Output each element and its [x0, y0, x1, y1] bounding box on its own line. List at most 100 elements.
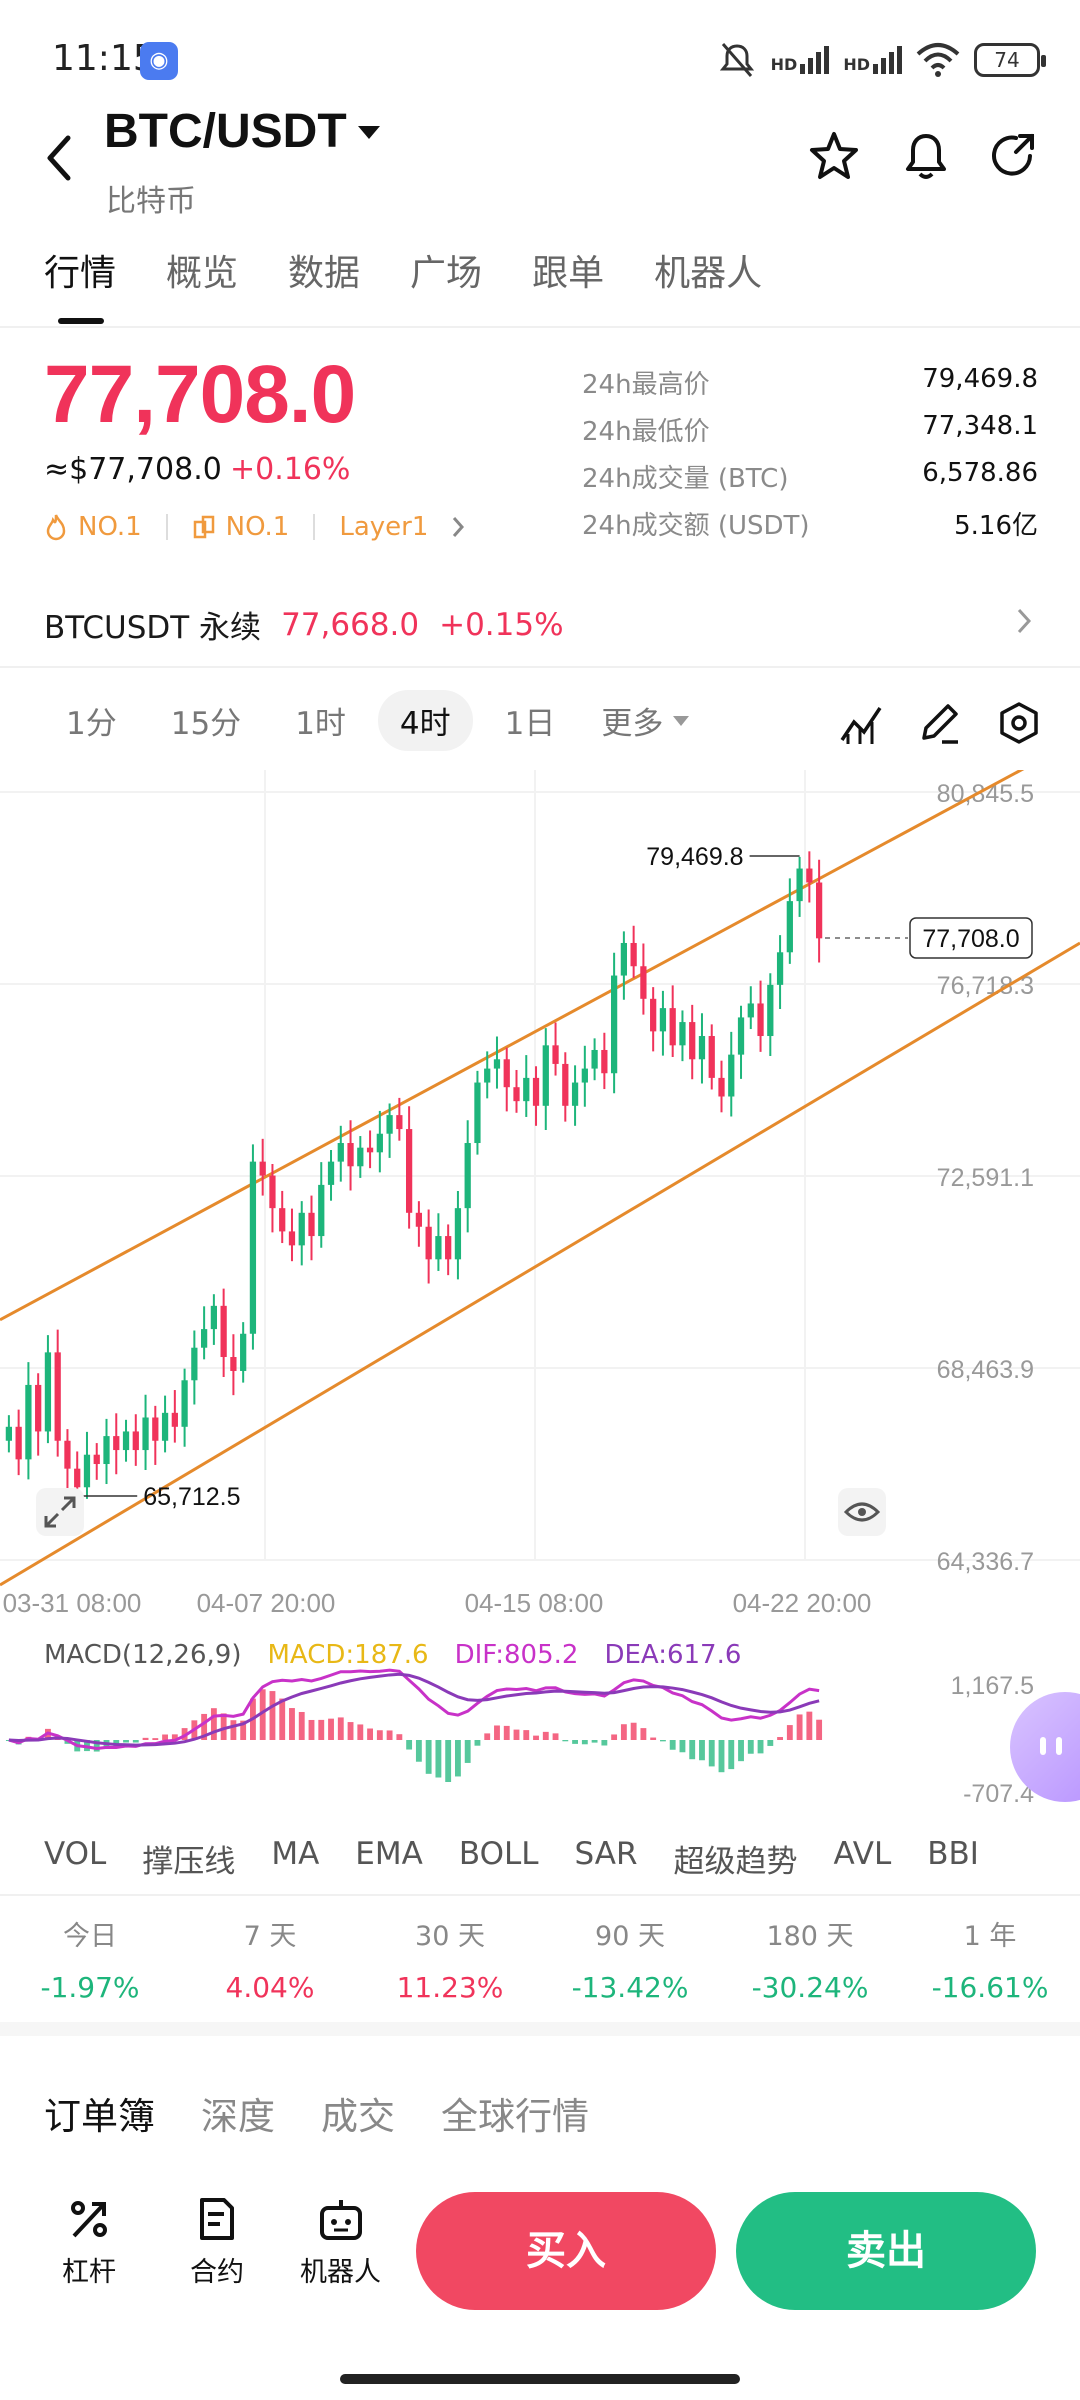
macd-hist-bar	[679, 1740, 686, 1753]
channel-upper-line	[0, 770, 1025, 1322]
candle-body	[415, 1212, 423, 1227]
buy-button[interactable]: 买入	[416, 2192, 716, 2310]
macd-hist-bar	[464, 1740, 471, 1763]
candle-body	[659, 1008, 667, 1032]
macd-hist-bar	[572, 1740, 578, 1744]
perf-7d: 7 天 4.04%	[225, 1921, 315, 2004]
ind-boll[interactable]: BOLL	[458, 1836, 539, 1872]
tab-data[interactable]: 数据	[288, 253, 361, 294]
perpetual-row[interactable]: BTCUSDT 永续 77,668.0 +0.15%	[44, 602, 564, 647]
stats-panel: 24h最高价 79,469.8 24h最低价 77,348.1 24h成交量 (BT…	[582, 364, 1038, 552]
last-price: 77,708.0	[44, 349, 356, 440]
ind-bbi[interactable]: BBI	[927, 1836, 979, 1872]
candle-body	[474, 1082, 481, 1144]
order-tabs: 订单簿 深度 成交 全球行情	[44, 2086, 635, 2140]
macd-hist-bar	[503, 1725, 510, 1740]
macd-hist-bar	[220, 1713, 227, 1740]
ind-ma[interactable]: MA	[271, 1836, 320, 1872]
interval-4h[interactable]: 4时	[377, 690, 473, 751]
ind-sar[interactable]: SAR	[574, 1836, 638, 1872]
star-icon[interactable]	[806, 128, 862, 184]
pair-dropdown-icon[interactable]	[358, 126, 380, 139]
tab-global-market[interactable]: 全球行情	[441, 2095, 589, 2138]
macd-y-top: 1,167.5	[951, 1672, 1034, 1700]
ind-support-resistance[interactable]: 撑压线	[142, 1844, 236, 1880]
share-icon[interactable]	[986, 128, 1042, 184]
macd-hist-bar	[132, 1740, 139, 1743]
active-tab-indicator	[58, 318, 104, 324]
candle-body	[279, 1208, 286, 1232]
indicator-icon[interactable]	[838, 700, 884, 746]
candle-body	[240, 1333, 247, 1371]
tab-trades[interactable]: 成交	[321, 2095, 395, 2138]
interval-1d[interactable]: 1日	[504, 706, 556, 742]
perp-price: 77,668.0	[281, 606, 420, 643]
tag-category-rank: NO.1	[225, 512, 290, 542]
perf-180d: 180 天 -30.24%	[751, 1921, 869, 2004]
candle-body	[718, 1077, 725, 1097]
bell-icon[interactable]	[898, 128, 954, 184]
x-tick-label: 04-15 08:00	[465, 1588, 604, 1618]
dea-value: DEA:617.6	[604, 1640, 742, 1670]
draw-pen-icon[interactable]	[916, 700, 962, 746]
interval-1h[interactable]: 1时	[295, 706, 346, 742]
candle-body	[737, 1017, 745, 1055]
ind-ema[interactable]: EMA	[355, 1836, 423, 1872]
macd-hist-bar	[660, 1740, 666, 1742]
tab-copy-trade[interactable]: 跟单	[532, 253, 605, 294]
stat-low-label: 24h最低价	[582, 417, 710, 447]
candle-body	[298, 1212, 305, 1246]
macd-hist-bar	[201, 1713, 208, 1740]
candle-body	[435, 1236, 442, 1260]
tab-orderbook[interactable]: 订单簿	[44, 2095, 155, 2138]
pair-title[interactable]: BTC/USDT	[104, 105, 347, 158]
settings-icon[interactable]	[996, 700, 1042, 746]
contract-button[interactable]: 合约	[190, 2196, 244, 2289]
candle-body	[620, 942, 628, 976]
perp-label: BTCUSDT 永续	[44, 610, 262, 646]
interval-15m[interactable]: 15分	[170, 706, 242, 742]
expand-button[interactable]	[36, 1488, 84, 1536]
tab-bot[interactable]: 机器人	[654, 253, 763, 294]
candle-body	[171, 1412, 178, 1427]
macd-hist-bar	[240, 1720, 247, 1740]
tab-square[interactable]: 广场	[410, 253, 483, 294]
macd-hist-bar	[328, 1718, 334, 1740]
y-tick-label: 68,463.9	[937, 1356, 1034, 1384]
macd-hist-bar	[513, 1729, 520, 1740]
macd-chart[interactable]: 1,167.5 -707.4	[0, 1630, 1080, 1810]
candle-body	[122, 1431, 130, 1451]
macd-hist-bar	[816, 1719, 823, 1740]
candle-body	[679, 1022, 686, 1046]
perf-1y: 1 年 -16.61%	[931, 1921, 1049, 2004]
candle-body	[5, 1426, 13, 1441]
ind-avl[interactable]: AVL	[833, 1836, 892, 1872]
tab-depth[interactable]: 深度	[201, 2095, 275, 2138]
tab-overview[interactable]: 概览	[166, 253, 239, 294]
macd-hist-bar	[484, 1733, 491, 1740]
candle-body	[542, 1045, 549, 1106]
ind-vol[interactable]: VOL	[44, 1836, 107, 1872]
interval-1m[interactable]: 1分	[66, 706, 117, 742]
macd-hist-bar	[601, 1740, 608, 1746]
macd-hist-bar	[259, 1689, 266, 1740]
candle-body	[54, 1352, 61, 1441]
macd-title: MACD(12,26,9)	[44, 1640, 242, 1670]
leverage-button[interactable]: 杠杆	[62, 2196, 116, 2289]
signal-1: HD	[771, 46, 830, 74]
candle-body	[337, 1143, 344, 1162]
back-arrow-icon[interactable]	[40, 128, 80, 188]
tab-market[interactable]: 行情	[44, 253, 117, 294]
home-indicator[interactable]	[340, 2374, 740, 2384]
macd-hist-bar	[347, 1722, 354, 1740]
rank-tags[interactable]: NO.1 NO.1 Layer1	[44, 512, 468, 542]
interval-more[interactable]: 更多	[601, 698, 690, 743]
robot-button[interactable]: 机器人	[300, 2196, 381, 2289]
candle-body	[142, 1417, 149, 1451]
candlestick-chart[interactable]: 80,845.5 76,718.3 72,591.1 68,463.9 64,336.7…	[0, 770, 1080, 1640]
macd-hist-bar	[337, 1717, 344, 1740]
sell-button[interactable]: 卖出	[736, 2192, 1036, 2310]
chevron-right-icon[interactable]	[1014, 606, 1034, 636]
candle-body	[650, 998, 657, 1032]
ind-supertrend[interactable]: 超级趋势	[673, 1844, 798, 1880]
